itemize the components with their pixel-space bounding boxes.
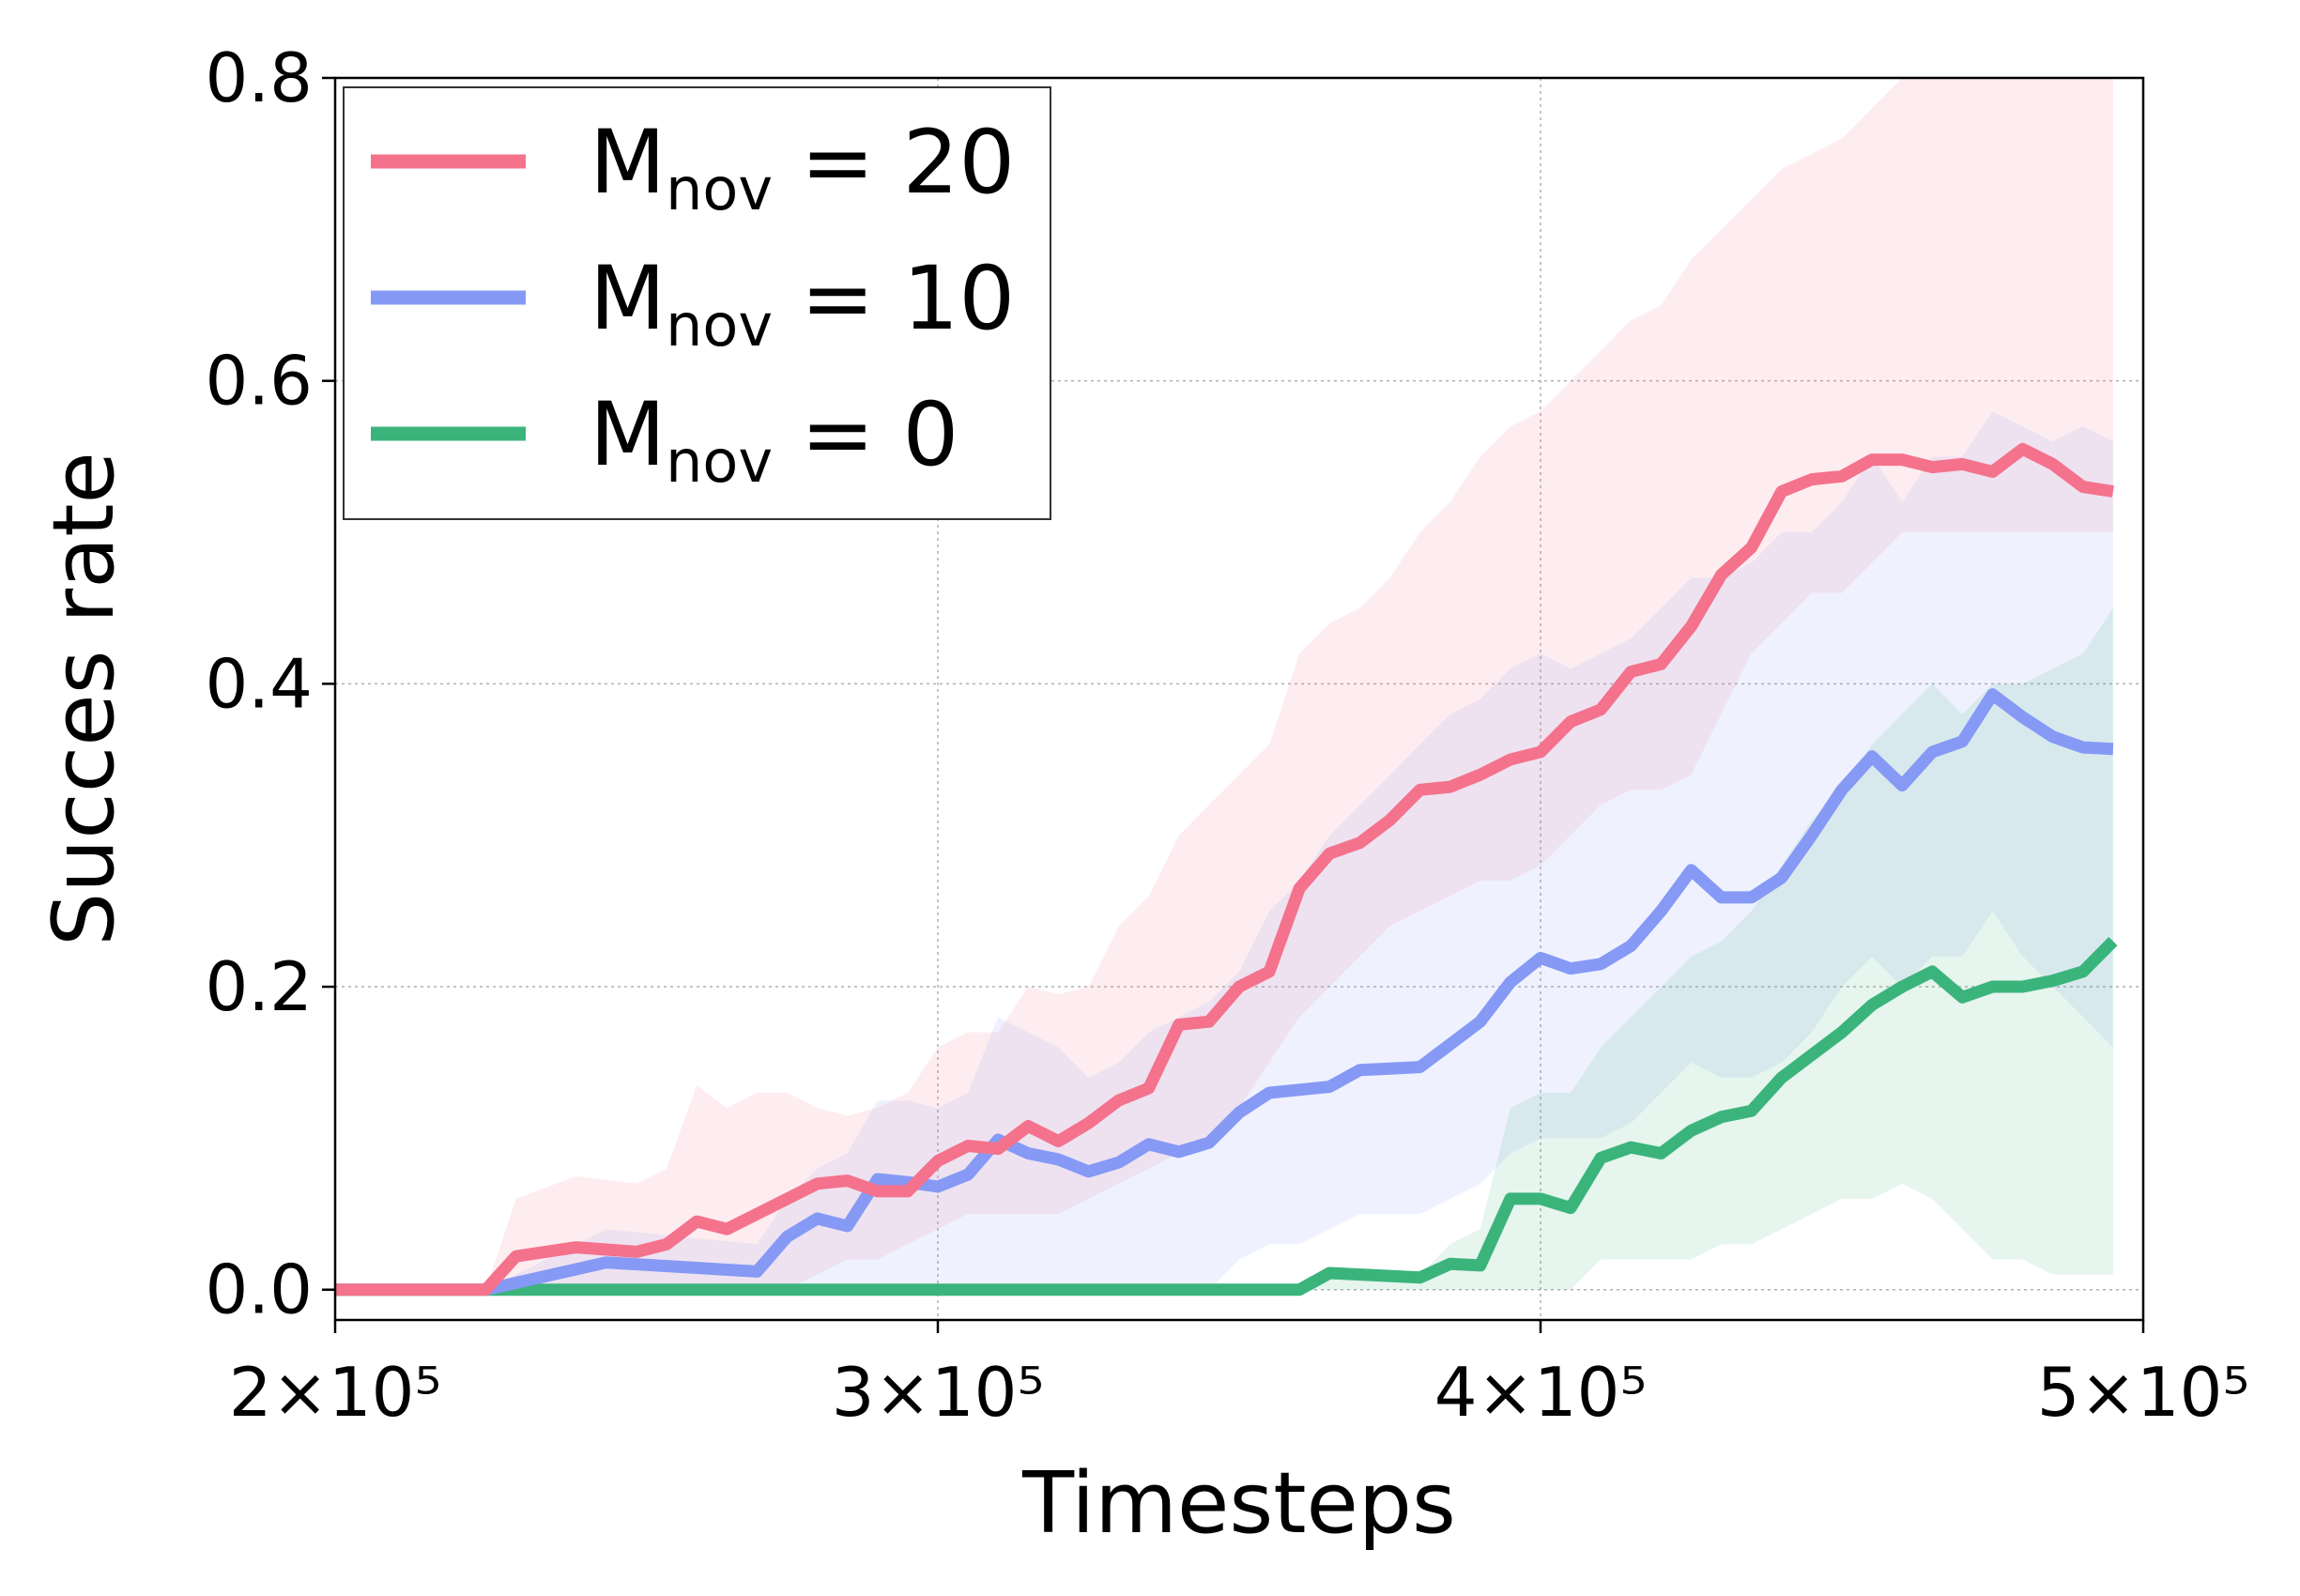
line-series-2: [335, 937, 2118, 1297]
y-tick-label-0: 0.0: [205, 1251, 313, 1329]
x-tick-label-3: 5×10⁵: [2037, 1353, 2250, 1432]
y-axis-label: Succes rate: [35, 452, 133, 946]
y-tick-label-3: 0.6: [205, 342, 313, 421]
confidence-bands: [335, 78, 2113, 1290]
series-lines: [335, 442, 2118, 1297]
y-tick-label-2: 0.4: [205, 644, 313, 723]
band-series-0: [335, 78, 2113, 1290]
x-tick-label-1: 3×10⁵: [832, 1353, 1045, 1432]
band-series-2: [335, 607, 2113, 1290]
y-axis-ticks: 0.0 0.2 0.4 0.6 0.8: [205, 38, 335, 1329]
legend-label-1: Mnov = 10: [590, 248, 1015, 360]
x-tick-label-2: 4×10⁵: [1434, 1353, 1648, 1432]
line-series-0: [335, 442, 2114, 1297]
y-tick-label-4: 0.8: [205, 38, 313, 117]
x-axis-label: Timesteps: [1021, 1454, 1456, 1553]
legend: Mnov = 20 Mnov = 10 Mnov = 0: [343, 86, 1051, 520]
plot-frame: [333, 76, 2145, 1322]
y-tick-label-1: 0.2: [205, 947, 313, 1026]
line-series-1: [335, 688, 2114, 1297]
legend-label-0: Mnov = 20: [590, 112, 1015, 223]
legend-label-2: Mnov = 0: [590, 384, 958, 496]
band-series-1: [335, 411, 2113, 1290]
x-tick-label-0: 2×10⁵: [229, 1353, 442, 1432]
x-axis-ticks: 2×10⁵ 3×10⁵ 4×10⁵ 5×10⁵: [229, 1320, 2250, 1432]
